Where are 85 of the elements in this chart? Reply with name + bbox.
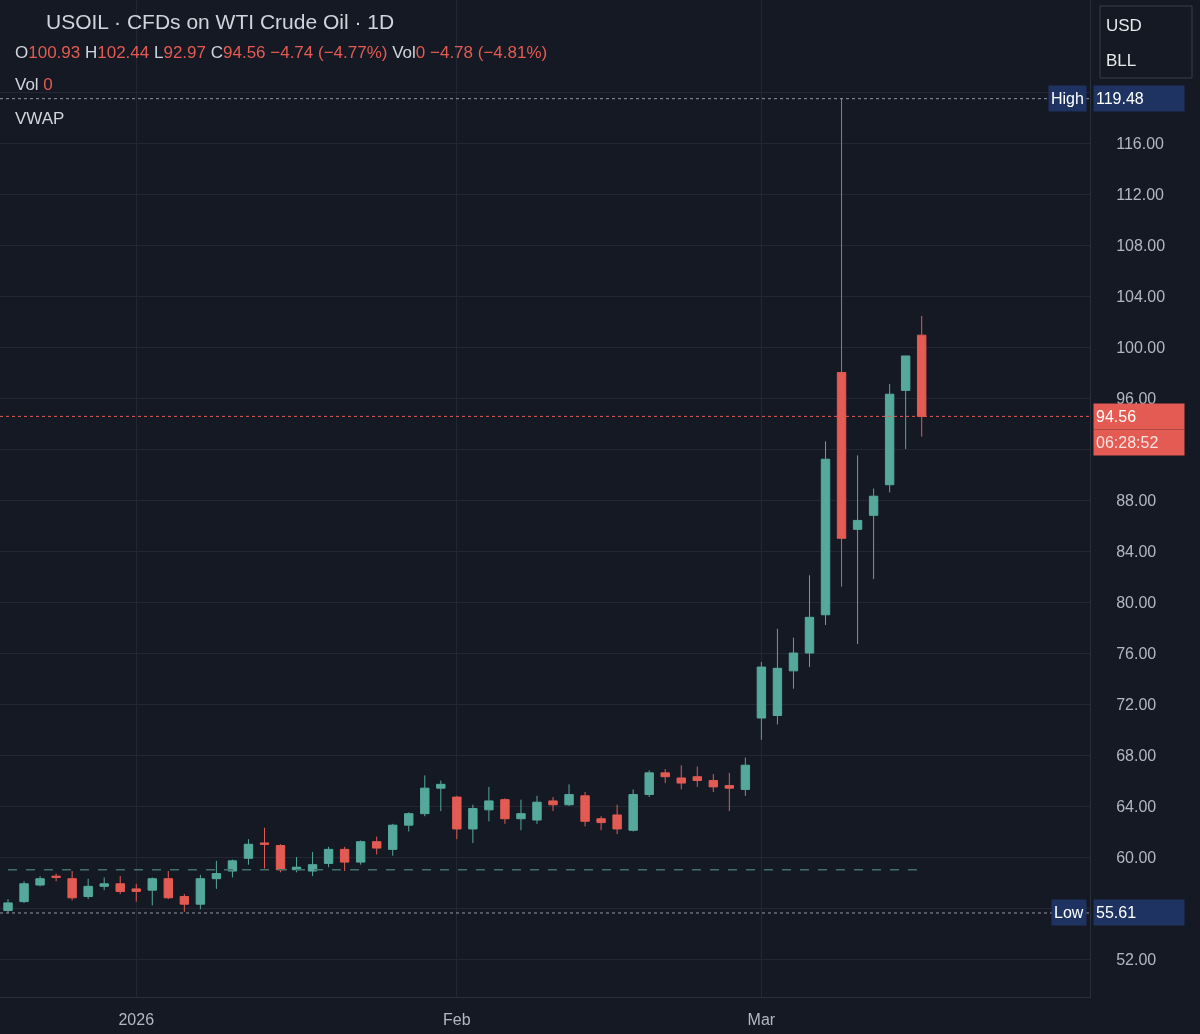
candlestick: [243, 838, 254, 866]
candlestick: [163, 870, 174, 900]
candlestick: [852, 454, 863, 645]
candlestick: [628, 788, 638, 833]
y-tick-label: 68.00: [1116, 746, 1157, 764]
candlestick: [275, 843, 286, 873]
candlestick: [371, 836, 382, 855]
candlestick: [500, 797, 510, 825]
text: USOIL · CFDs on WTI Crude Oil · 1D: [46, 10, 395, 34]
text: 06:28:52: [1096, 434, 1159, 451]
candlestick: [420, 774, 430, 817]
y-tick-label: 108.00: [1116, 236, 1166, 254]
candlestick: [676, 764, 686, 790]
y-tick-label: 76.00: [1116, 644, 1157, 662]
candlestick: [692, 765, 702, 788]
ref-line-label: High: [1051, 90, 1084, 107]
candlestick: [339, 846, 350, 872]
y-tick-label: 96.00: [1116, 389, 1157, 407]
candlestick: [708, 773, 719, 793]
x-tick-label: Mar: [747, 1011, 776, 1029]
text: 55.61: [1096, 904, 1137, 921]
candlestick: [596, 815, 606, 831]
candlestick: [404, 811, 414, 833]
text: 119.48: [1096, 90, 1144, 107]
candlestick: [388, 823, 398, 857]
candlestick: [147, 876, 157, 906]
y-tick-label: 88.00: [1116, 491, 1157, 509]
candlestick: [115, 875, 125, 895]
candlestick: [580, 791, 590, 827]
text: O100.93 H102.44 L92.97 C94.56 −4.74 (−4.77%) Vol0 −4.78 (−4.81%): [15, 43, 548, 62]
candlestick: [884, 383, 895, 493]
y-tick-label: 60.00: [1116, 848, 1157, 866]
candlestick: [660, 768, 670, 784]
y-tick-label: 72.00: [1116, 695, 1157, 713]
candlestick: [227, 859, 238, 878]
candlestick: [740, 757, 751, 797]
candlestick: [516, 799, 526, 831]
annotation: VWAP: [15, 109, 65, 128]
candlestick: [259, 827, 270, 869]
y-tick-label: 116.00: [1116, 134, 1165, 152]
candlestick: [820, 440, 831, 626]
y-tick-label: 104.00: [1116, 287, 1166, 305]
candlestick: [99, 876, 109, 891]
candlestick: [436, 780, 446, 812]
candlestick: [211, 860, 222, 890]
candlestick: [612, 804, 622, 835]
y-tick-label: 52.00: [1116, 950, 1157, 968]
text: BLL: [1106, 51, 1137, 70]
x-tick-label: Feb: [443, 1011, 471, 1029]
candlestick: [51, 873, 61, 882]
candlestick: [788, 637, 799, 690]
ref-line-label: Low: [1054, 904, 1084, 921]
y-tick-label: 80.00: [1116, 593, 1157, 611]
candlestick: [724, 772, 735, 812]
candlestick: [644, 769, 654, 798]
candlestick: [195, 874, 206, 910]
candlestick: [532, 795, 542, 825]
y-tick-label: 100.00: [1116, 338, 1166, 356]
candlestick: [323, 846, 334, 868]
candlestick: [900, 355, 911, 450]
candlestick: [468, 804, 478, 844]
annotation: Vol 0: [15, 75, 53, 94]
text: USD: [1106, 16, 1142, 35]
candlestick: [756, 661, 767, 741]
candlestick: [307, 851, 318, 877]
candlestick: [452, 795, 462, 840]
candlestick: [179, 893, 190, 913]
candlestick: [67, 870, 77, 901]
candlestick: [564, 783, 574, 807]
x-tick-label: 2026: [118, 1011, 155, 1029]
y-tick-label: 112.00: [1116, 185, 1165, 203]
candlestick: [804, 574, 815, 668]
candlestick: [772, 628, 783, 725]
candlestick: [548, 796, 558, 812]
candlestick: [35, 875, 45, 887]
candlestick: [868, 488, 879, 580]
text: 94.56: [1096, 408, 1137, 425]
candlestick: [355, 839, 366, 866]
y-tick-label: 84.00: [1116, 542, 1157, 560]
y-tick-label: 64.00: [1116, 797, 1157, 815]
candlestick: [83, 878, 93, 900]
candlestick: [19, 880, 29, 904]
candlestick: [3, 898, 13, 914]
candlestick: [484, 786, 494, 822]
candlestick: [131, 883, 141, 903]
